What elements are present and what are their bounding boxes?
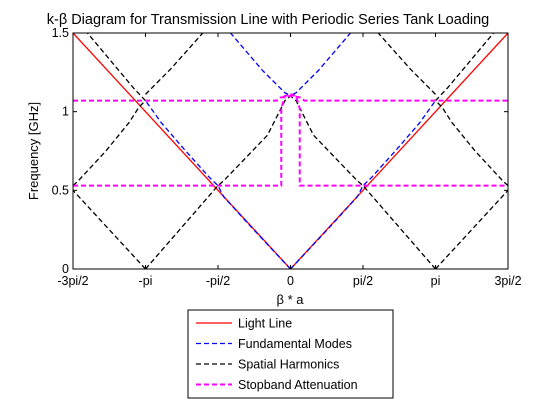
y-tick-label: 1.5 [52, 26, 69, 40]
series-line [290, 95, 436, 269]
y-tick-label: 0.5 [52, 183, 69, 197]
series-fundamental-modes [144, 33, 437, 269]
series-line [73, 93, 508, 187]
legend-entry-label: Stopband Attenuation [238, 378, 358, 392]
legend-entry-label: Spatial Harmonics [238, 358, 339, 372]
series-line [435, 189, 508, 269]
x-tick-label: -pi [139, 274, 153, 288]
series-spatial-harmonics [73, 33, 508, 269]
plot-area-frame [72, 32, 509, 270]
series-line [292, 33, 351, 95]
x-tick-label: pi/2 [353, 274, 373, 288]
y-axis-label: Frequency [GHz] [26, 102, 41, 200]
y-tick-label: 1 [62, 105, 69, 119]
x-axis-label: β * a [277, 292, 305, 307]
series-line [377, 33, 436, 95]
series-line [73, 94, 508, 102]
series-line [435, 100, 508, 187]
chart-title: k-β Diagram for Transmission Line with P… [47, 12, 489, 28]
x-tick-label: 3pi/2 [494, 274, 521, 288]
x-tick-label: pi [431, 274, 441, 288]
legend-entry-label: Light Line [238, 317, 292, 331]
x-tick-label: -3pi/2 [57, 274, 88, 288]
series-stopband-attenuation [73, 93, 508, 187]
series-line [73, 189, 146, 269]
series-line [73, 100, 146, 187]
series-line [435, 33, 495, 102]
series-line [86, 33, 146, 102]
series-line [145, 33, 204, 95]
x-tick-label: -pi/2 [206, 274, 230, 288]
series-line [73, 33, 291, 269]
legend-entry-label: Fundamental Modes [238, 337, 352, 351]
y-tick-label: 0 [62, 262, 69, 276]
series-light-line [73, 33, 508, 269]
series-line [230, 33, 289, 95]
legend: Light Line Fundamental Modes Spatial Harmo… [187, 309, 394, 399]
legend-box [187, 309, 394, 399]
series-line [290, 33, 508, 269]
x-tick-label: 0 [287, 274, 294, 288]
series-line [145, 95, 291, 269]
